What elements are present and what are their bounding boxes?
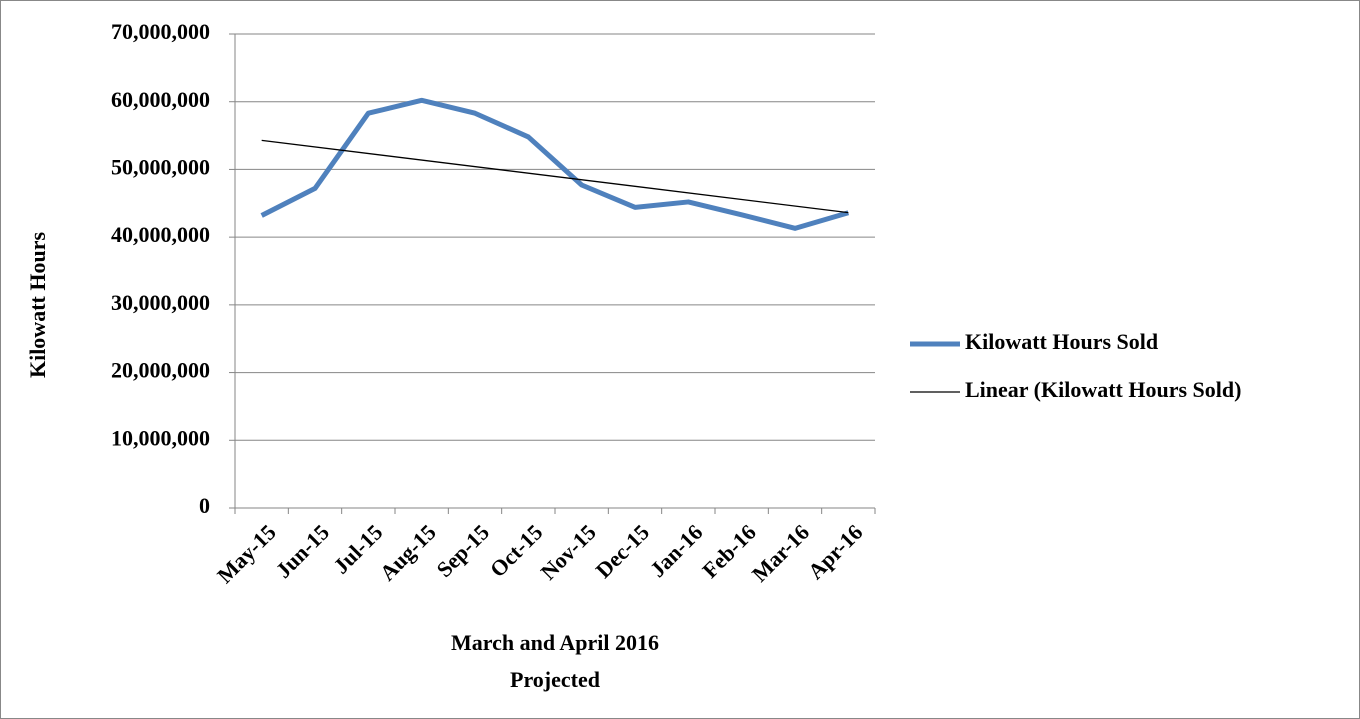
x-axis-title: March and April 2016 [451, 630, 659, 655]
y-tick-label: 0 [199, 493, 210, 518]
y-tick-label: 30,000,000 [111, 290, 210, 315]
y-tick-label: 20,000,000 [111, 358, 210, 383]
data-line [260, 97, 850, 231]
legend-label: Kilowatt Hours Sold [965, 329, 1158, 354]
y-tick-label: 10,000,000 [111, 425, 210, 450]
y-tick-label: 70,000,000 [111, 19, 210, 44]
x-axis-title: Projected [510, 667, 600, 692]
trendline [261, 139, 849, 214]
y-axis-title: Kilowatt Hours [25, 232, 50, 378]
y-tick-label: 50,000,000 [111, 154, 210, 179]
y-tick-label: 60,000,000 [111, 87, 210, 112]
y-tick-label: 40,000,000 [111, 222, 210, 247]
legend-label: Linear (Kilowatt Hours Sold) [965, 377, 1241, 402]
